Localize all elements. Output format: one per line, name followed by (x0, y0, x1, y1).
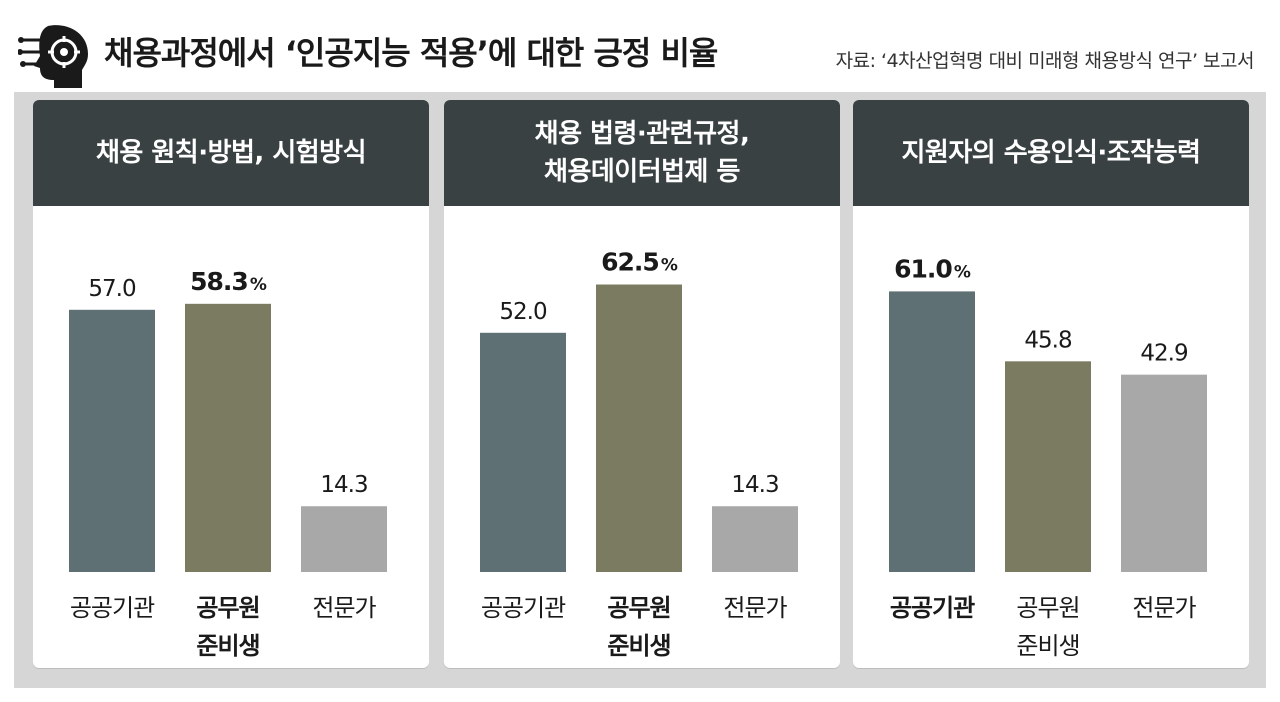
bar-public-institution (889, 291, 975, 572)
category-label-public-institution: 공공기관 (70, 594, 155, 622)
value-label-expert: 14.3 (320, 472, 367, 498)
bar-public-institution (480, 332, 566, 572)
value-label-public-institution: 61.0% (894, 254, 971, 283)
category-label-expert: 전문가 (723, 594, 787, 622)
panel-hiring-principles: 채용 원칙·방법, 시험방식 57.0 공공기관 58.3% 공무원 준비생 14.3 전문… (33, 100, 429, 668)
bar-civil-service-candidate (596, 284, 682, 572)
value-label-civil-service-candidate: 58.3% (190, 267, 267, 296)
category-label-public-institution: 공공기관 (481, 594, 566, 622)
chart-title: 채용과정에서 ‘인공지능 적용’에 대한 긍정 비율 (104, 34, 718, 72)
bar-civil-service-candidate (1005, 361, 1091, 572)
bar-chart: 61.0 % 공공기관 45.8 공무원 준비생 42.9 전문가 (889, 254, 1207, 660)
category-label-expert: 전문가 (1132, 594, 1196, 622)
category-label-civil-service-candidate: 공무원 준비생 (607, 594, 670, 660)
panel-title: 채용 원칙·방법, 시험방식 (33, 100, 429, 206)
chart-header: 채용과정에서 ‘인공지능 적용’에 대한 긍정 비율 자료: ‘4차산업혁명 대… (0, 0, 1280, 92)
bar-chart: 52.0 공공기관 62.5 % 공무원 준비생 14.3 전문가 (480, 248, 798, 660)
brain-circuit-icon (18, 25, 88, 89)
panel-title: 채용 법령·관련규정, 채용데이터법제 등 (444, 100, 840, 206)
category-label-expert: 전문가 (312, 594, 376, 622)
value-label-expert: 14.3 (731, 472, 778, 498)
bar-expert (1121, 374, 1207, 572)
bar-expert (301, 506, 387, 572)
bar-public-institution (69, 309, 155, 572)
category-label-public-institution: 공공기관 (890, 594, 975, 622)
value-label-civil-service-candidate: 45.8 (1024, 327, 1072, 353)
bar-civil-service-candidate (185, 303, 271, 572)
value-label-civil-service-candidate: 62.5% (601, 248, 678, 277)
category-label-civil-service-candidate: 공무원 준비생 (1016, 594, 1079, 660)
panel-title: 지원자의 수용인식·조작능력 (853, 100, 1249, 206)
panel-applicant-acceptance: 지원자의 수용인식·조작능력 61.0% 공공기관 45.8 공무원 준비생 42.9 전문… (853, 100, 1249, 668)
bar-chart: 57.0 공공기관 58.3 % 공무원 준비생 14.3 전문가 (69, 267, 387, 660)
value-label-public-institution: 52.0 (499, 299, 547, 325)
value-label-expert: 42.9 (1140, 341, 1188, 367)
source-note: 자료: ‘4차산업혁명 대비 미래형 채용방식 연구’ 보고서 (835, 50, 1255, 72)
bar-expert (712, 506, 798, 572)
panel-hiring-laws: 채용 법령·관련규정, 채용데이터법제 등 52.0 공공기관 62.5% 공무원 준비… (444, 100, 840, 668)
category-label-civil-service-candidate: 공무원 준비생 (196, 594, 259, 660)
value-label-public-institution: 57.0 (88, 276, 136, 302)
